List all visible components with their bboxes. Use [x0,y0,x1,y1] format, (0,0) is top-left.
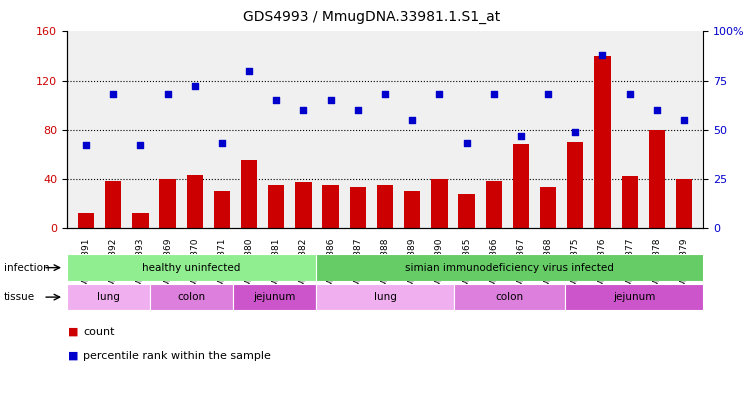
Text: infection: infection [4,263,49,273]
Point [243,68,255,74]
Text: percentile rank within the sample: percentile rank within the sample [83,351,272,361]
Bar [486,181,502,228]
Bar [540,187,557,228]
Bar [268,185,284,228]
Bar [594,56,611,228]
Bar [67,284,150,310]
Text: tissue: tissue [4,292,35,302]
Point [270,97,282,103]
Bar [676,179,692,228]
Bar [316,254,703,281]
Bar [432,179,448,228]
Text: lung: lung [373,292,397,302]
Bar [649,130,665,228]
Text: jejunum: jejunum [613,292,655,302]
Point [623,91,635,97]
Bar [350,187,366,228]
Bar [513,144,529,228]
Point [488,91,500,97]
Bar [567,142,583,228]
Bar [565,284,703,310]
Bar [621,176,638,228]
Bar [316,284,454,310]
Text: GDS4993 / MmugDNA.33981.1.S1_at: GDS4993 / MmugDNA.33981.1.S1_at [243,10,501,24]
Point [216,140,228,147]
Point [298,107,310,113]
Text: healthy uninfected: healthy uninfected [142,263,240,273]
Bar [67,254,316,281]
Text: colon: colon [496,292,524,302]
Bar [233,284,316,310]
Point [678,117,690,123]
Point [542,91,554,97]
Point [324,97,336,103]
Point [189,83,201,90]
Point [161,91,173,97]
Bar [295,182,312,228]
Bar [159,179,176,228]
Point [434,91,446,97]
Bar [241,160,257,228]
Point [651,107,663,113]
Bar [454,284,565,310]
Text: colon: colon [177,292,205,302]
Bar [150,284,233,310]
Bar [322,185,339,228]
Point [80,142,92,149]
Point [379,91,391,97]
Text: ■: ■ [68,351,79,361]
Point [406,117,418,123]
Text: simian immunodeficiency virus infected: simian immunodeficiency virus infected [405,263,614,273]
Point [135,142,147,149]
Text: count: count [83,327,115,337]
Bar [105,181,121,228]
Text: jejunum: jejunum [253,292,295,302]
Point [597,52,609,58]
Bar [187,175,203,228]
Text: lung: lung [97,292,120,302]
Bar [377,185,393,228]
Text: ■: ■ [68,327,79,337]
Bar [78,213,94,228]
Point [107,91,119,97]
Bar [458,193,475,228]
Bar [132,213,149,228]
Point [569,129,581,135]
Bar [404,191,420,228]
Point [515,132,527,139]
Bar [214,191,230,228]
Point [352,107,364,113]
Point [461,140,472,147]
